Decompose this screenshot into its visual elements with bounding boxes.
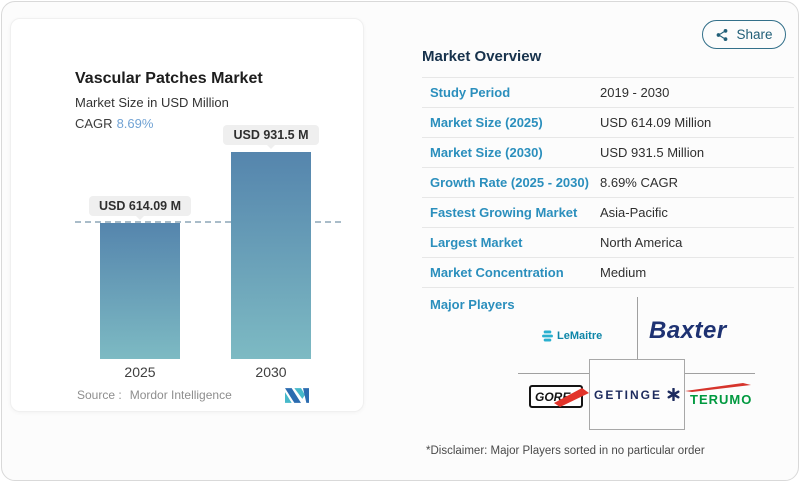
overview-row-label: Study Period [430,85,511,100]
chart-title: Vascular Patches Market [75,70,263,87]
share-button[interactable]: Share [702,20,786,49]
player-logo-baxter: Baxter [649,317,727,345]
reference-dashed-line [75,221,341,223]
overview-row-value: Medium [600,265,647,280]
diagram-vertical-line [637,297,638,359]
cagr-label: CAGR [75,116,113,131]
diagram-horizontal-line-left [518,373,589,374]
player-logo-terumo: TERUMO [685,383,752,407]
overview-row-label: Fastest Growing Market [430,205,578,220]
x-axis-label-2030: 2030 [255,364,287,380]
overview-row-fastest-growing-market: Fastest Growing Market Asia-Pacific [422,198,794,228]
bar-value-label-2025: USD 614.09 M [89,196,191,220]
overview-row-value: USD 614.09 Million [600,115,712,130]
cagr-line: CAGR 8.69% [75,116,263,132]
bar-2025 [100,223,180,359]
overview-row-value: North America [600,235,683,250]
bar-value-label-2030: USD 931.5 M [223,125,319,149]
overview-row-largest-market: Largest Market North America [422,228,794,258]
gore-red-arrow-icon [554,388,589,407]
player-name: LeMaitre [557,330,603,342]
overview-row-label: Growth Rate (2025 - 2030) [430,175,589,190]
mordor-intelligence-logo-icon [285,387,309,403]
source-row: Source : Mordor Intelligence [77,386,319,404]
overview-row-value: Asia-Pacific [600,205,668,220]
chart-header: Vascular Patches Market Market Size in U… [75,69,263,132]
lemaitre-mark-icon [542,330,553,342]
share-nodes-icon [717,28,728,41]
bar-group-2025: USD 614.09 M 2025 [89,196,191,380]
market-overview-panel: Market Overview Study Period 2019 - 2030… [422,48,794,472]
overview-row-study-period: Study Period 2019 - 2030 [422,78,794,108]
overview-row-label: Market Size (2030) [430,145,543,160]
player-name: GETINGE [593,387,662,402]
overview-row-market-size-2030: Market Size (2030) USD 931.5 Million [422,138,794,168]
x-axis-label-2025: 2025 [124,364,156,380]
chart-card: Vascular Patches Market Market Size in U… [10,18,364,412]
source-label: Source : [77,388,122,402]
terumo-swoosh-icon [685,383,751,392]
overview-row-label: Largest Market [430,235,523,250]
overview-row-label: Market Size (2025) [430,115,543,130]
getinge-star-icon [667,388,680,401]
player-logo-getinge: GETINGE [589,359,685,430]
overview-row-growth-rate: Growth Rate (2025 - 2030) 8.69% CAGR [422,168,794,198]
major-players-diagram: LeMaitre Baxter GORE GETINGE [422,290,794,440]
chart-subtitle: Market Size in USD Million [75,95,229,110]
major-players-label: Major Players [430,297,515,312]
player-name: TERUMO [690,392,753,407]
diagram-horizontal-line-right [685,373,755,374]
player-name: Baxter [649,317,727,344]
bar-group-2030: USD 931.5 M 2030 [223,125,319,380]
overview-row-value: 8.69% CAGR [600,175,679,190]
major-players-disclaimer: *Disclaimer: Major Players sorted in no … [426,445,705,457]
player-logo-gore: GORE [529,385,589,408]
overview-title: Market Overview [422,48,794,78]
bar-2030 [231,152,311,359]
bar-chart: USD 614.09 M 2025 USD 931.5 M 2030 [11,125,363,380]
overview-row-market-size-2025: Market Size (2025) USD 614.09 Million [422,108,794,138]
share-button-label: Share [736,27,773,42]
overview-row-label: Market Concentration [430,265,564,280]
cagr-value: 8.69% [116,116,154,131]
overview-row-market-concentration: Market Concentration Medium [422,258,794,288]
overview-row-value: USD 931.5 Million [600,145,705,160]
player-logo-lemaitre: LeMaitre [542,330,602,342]
overview-row-value: 2019 - 2030 [600,85,670,100]
source-value: Mordor Intelligence [129,388,232,402]
